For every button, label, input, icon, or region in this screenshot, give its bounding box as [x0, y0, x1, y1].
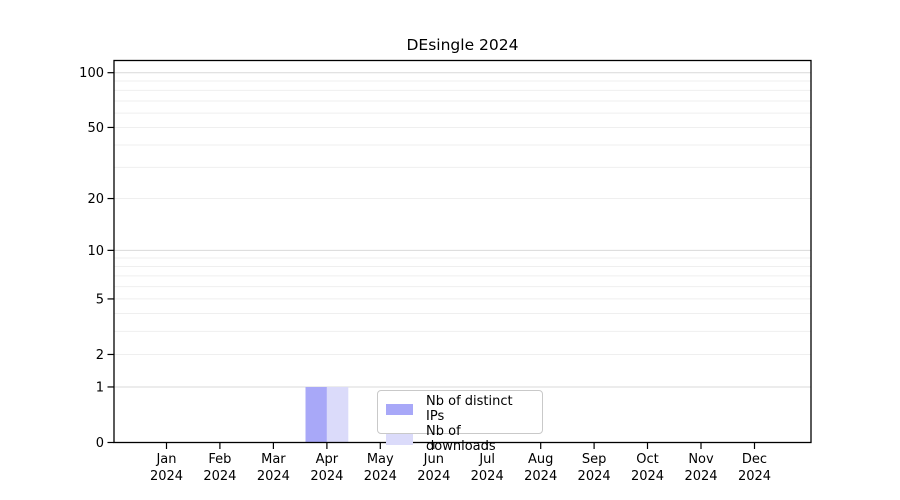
- x-tick-label-month: Jun: [423, 452, 444, 467]
- x-tick-label-month: May: [367, 452, 394, 467]
- x-tick-label-year: 2024: [364, 469, 397, 484]
- x-tick-label-month: Mar: [261, 452, 286, 467]
- x-tick-label-month: Feb: [208, 452, 231, 467]
- x-tick-label-month: Jul: [478, 452, 495, 467]
- y-tick-label: 0: [96, 436, 104, 451]
- y-tick-label: 5: [96, 292, 104, 307]
- x-tick-label-year: 2024: [684, 469, 717, 484]
- legend-label-distinct-ips: Nb of distinct IPs: [426, 394, 513, 424]
- legend-item-distinct-ips: Nb of distinct IPs: [386, 394, 534, 424]
- x-tick-label-month: Dec: [742, 452, 767, 467]
- x-tick-label-year: 2024: [738, 469, 771, 484]
- x-tick-label-year: 2024: [417, 469, 450, 484]
- x-tick-label-year: 2024: [524, 469, 557, 484]
- x-tick-label-year: 2024: [471, 469, 504, 484]
- axes-frame: [113, 59, 812, 444]
- legend-swatch-downloads-icon: [386, 433, 413, 445]
- x-tick-label-month: Nov: [688, 452, 714, 467]
- x-tick-label-year: 2024: [150, 469, 183, 484]
- x-tick-label-month: Jan: [155, 452, 176, 467]
- y-tick-label: 1: [96, 381, 104, 396]
- y-tick-label: 100: [79, 66, 104, 81]
- y-tick-label: 50: [87, 121, 104, 136]
- legend-item-downloads: Nb of downloads: [386, 424, 534, 454]
- bar-apr-series1: [326, 387, 349, 443]
- legend: Nb of distinct IPs Nb of downloads: [377, 390, 543, 454]
- x-tick-label-month: Oct: [636, 452, 658, 467]
- chart-title: DEsingle 2024: [406, 36, 519, 54]
- x-tick-label-year: 2024: [310, 469, 343, 484]
- bar-apr-series0: [305, 387, 327, 443]
- x-tick-label-year: 2024: [631, 469, 664, 484]
- legend-label-downloads: Nb of downloads: [426, 424, 496, 454]
- y-tick-label: 2: [96, 348, 104, 363]
- y-tick-label: 20: [87, 192, 104, 207]
- x-tick-label-year: 2024: [257, 469, 290, 484]
- y-tick-label: 10: [87, 244, 104, 259]
- x-tick-label-month: Aug: [528, 452, 553, 467]
- x-tick-label-year: 2024: [203, 469, 236, 484]
- x-tick-label-year: 2024: [578, 469, 611, 484]
- x-tick-label-month: Apr: [316, 452, 339, 467]
- x-tick-label-month: Sep: [582, 452, 607, 467]
- legend-swatch-distinct-ips-icon: [386, 403, 413, 415]
